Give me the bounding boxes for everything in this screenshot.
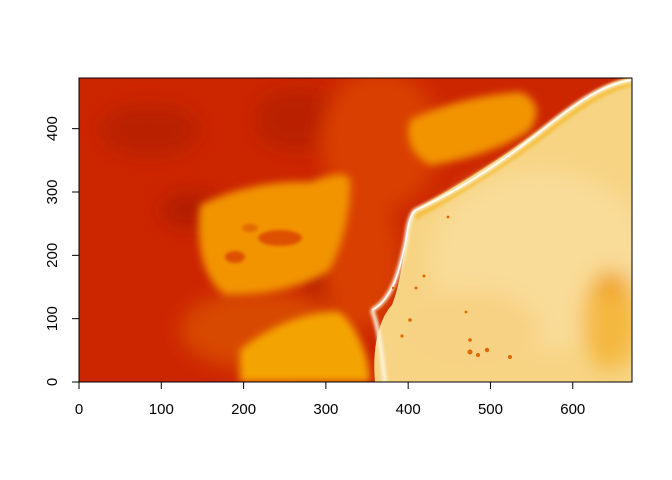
y-tick-label: 200 (44, 243, 61, 268)
x-tick-label: 0 (75, 401, 83, 418)
raster-plateau-patches (225, 224, 302, 263)
y-tick-label: 100 (44, 306, 61, 331)
x-axis: 0 100 200 300 400 500 600 (75, 381, 585, 418)
x-tick-label: 200 (231, 401, 256, 418)
y-tick-label: 300 (44, 179, 61, 204)
x-tick-label: 500 (478, 401, 503, 418)
raster-high-shading (400, 170, 632, 370)
x-tick-label: 600 (560, 401, 585, 418)
y-axis: 0 100 200 300 400 (44, 116, 80, 386)
x-tick-label: 100 (149, 401, 174, 418)
y-tick-label: 400 (44, 116, 61, 141)
x-tick-label: 300 (313, 401, 338, 418)
raster-ridge-core (371, 79, 632, 311)
raster-spots (391, 215, 512, 359)
y-tick-label: 0 (44, 378, 61, 386)
heatmap-raster (79, 78, 632, 382)
x-tick-label: 400 (396, 401, 421, 418)
